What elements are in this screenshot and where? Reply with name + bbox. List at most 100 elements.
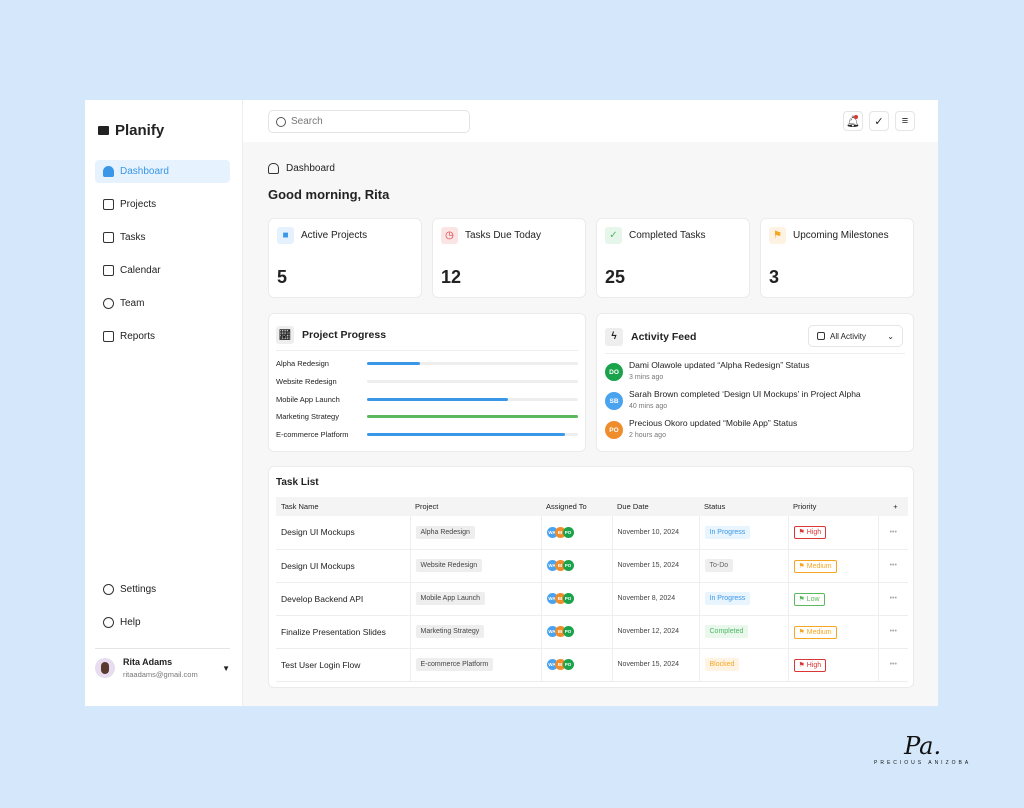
priority-label: Medium (806, 562, 832, 570)
check-button[interactable]: ✓ (869, 111, 889, 131)
book-icon (103, 331, 114, 342)
stat-value: 3 (769, 267, 780, 287)
sidebar-item-tasks[interactable]: Tasks (95, 226, 230, 249)
assignee-avatar: PO (562, 526, 574, 538)
sidebar-item-dashboard[interactable]: Dashboard (95, 160, 230, 183)
priority-label: Medium (806, 628, 832, 636)
chart-line-icon: 📈︎ (276, 326, 294, 344)
table-row[interactable]: Develop Backend API Mobile App Launch WA BI… (276, 582, 908, 616)
folder-icon (103, 199, 114, 210)
stat-icon: ◷ (441, 227, 458, 244)
sidebar-item-reports[interactable]: Reports (95, 325, 230, 348)
column-header[interactable]: Task Name (276, 497, 410, 516)
table-row[interactable]: Finalize Presentation Slides Marketing St… (276, 615, 908, 649)
activity-item: PO Precious Okoro updated “Mobile App” St… (605, 418, 905, 439)
activity-item: SB Sarah Brown completed ‘Design UI Mocku… (605, 389, 905, 410)
help-icon (103, 617, 114, 628)
sidebar-item-label: Calendar (120, 265, 161, 276)
assignee-avatar: WA (546, 560, 558, 571)
notification-button[interactable]: 🔔︎ (843, 111, 863, 131)
signature-mark: Pa. (904, 732, 942, 760)
progress-fill (367, 433, 566, 437)
column-header[interactable]: Due Date (612, 497, 699, 516)
assignees: WA BI PO (541, 549, 613, 583)
sidebar-item-settings[interactable]: Settings (95, 578, 230, 601)
progress-fill (367, 415, 578, 419)
more-options-icon[interactable]: ••• (878, 516, 908, 550)
assignee-avatar: WA (546, 526, 558, 538)
priority-label: High (806, 529, 822, 537)
more-options-icon[interactable]: ••• (878, 648, 908, 682)
signature: Pa. PRECIOUS ANIZOBA (874, 732, 971, 766)
project-tag: Alpha Redesign (415, 525, 475, 539)
assignee-avatar: PO (562, 593, 574, 604)
column-header[interactable]: Priority (788, 497, 878, 516)
task-name: Develop Backend API (276, 582, 411, 616)
search-input[interactable]: Search (268, 110, 470, 133)
breadcrumb: Dashboard (268, 163, 335, 174)
progress-row: Website Redesign (276, 373, 578, 391)
project-name: Mobile App Launch (276, 394, 340, 404)
avatar: PO (605, 421, 623, 439)
project-name: Marketing Strategy (276, 412, 339, 422)
table-row[interactable]: Design UI Mockups Website Redesign WA BI PO N… (276, 549, 908, 583)
hamburger-icon: ≡ (901, 115, 909, 127)
assignee-avatar: WA (546, 593, 558, 604)
sidebar-item-label: Reports (120, 331, 156, 342)
table-row[interactable]: Design UI Mockups Alpha Redesign WA BI PO Nov… (276, 516, 908, 550)
stat-value: 5 (277, 267, 288, 287)
avatar: DO (605, 363, 623, 381)
more-options-icon[interactable]: ••• (878, 615, 908, 649)
project-progress-panel: 📈︎ Project Progress Alpha Redesign Website… (268, 313, 586, 452)
progress-track (367, 380, 578, 384)
sidebar-item-team[interactable]: Team (95, 292, 230, 315)
flag-icon: ⚑ (798, 529, 807, 537)
project-name: Alpha Redesign (276, 359, 329, 369)
status-badge: In Progress (704, 525, 751, 539)
project-name: Website Redesign (276, 377, 337, 387)
more-options-icon[interactable]: ••• (878, 549, 908, 583)
column-header[interactable]: + (878, 497, 908, 516)
sidebar-item-label: Dashboard (120, 166, 169, 177)
logo: Planify (98, 122, 164, 139)
activity-filter-dropdown[interactable]: All Activity ⌄ (808, 325, 903, 347)
brand-name: Planify (115, 122, 165, 139)
task-name: Design UI Mockups (276, 516, 411, 550)
sidebar-item-calendar[interactable]: Calendar (95, 259, 230, 282)
sidebar-item-help[interactable]: Help (95, 611, 230, 634)
sidebar-item-label: Settings (120, 584, 157, 595)
progress-track (367, 433, 578, 437)
sidebar-item-projects[interactable]: Projects (95, 193, 230, 216)
project-tag: Marketing Strategy (415, 625, 485, 638)
more-options-icon[interactable]: ••• (878, 582, 908, 616)
table-row[interactable]: Test User Login Flow E-commerce Platform W… (276, 648, 908, 682)
stat-icon: ■ (277, 227, 294, 244)
caret-down-icon[interactable]: ▼ (222, 663, 230, 673)
activity-feed-panel: ϟ Activity Feed All Activity ⌄ DO Dami Olaw… (596, 313, 914, 452)
activity-time: 3 mins ago (629, 374, 664, 381)
stat-label: Completed Tasks (629, 230, 706, 241)
project-tag: E-commerce Platform (415, 658, 494, 671)
flag-icon: ⚑ (798, 661, 807, 669)
sidebar-item-label: Team (120, 298, 145, 309)
column-header[interactable]: Project (410, 497, 541, 516)
priority-label: Low (806, 595, 820, 603)
stat-label: Active Projects (301, 230, 368, 241)
assignee-avatar: BI (554, 593, 566, 604)
progress-row: Alpha Redesign (276, 355, 578, 373)
stat-card: ⚑ Upcoming Milestones 3 (760, 218, 914, 298)
topbar: Search 🔔︎ ✓ ≡ (243, 100, 938, 142)
user-email: ritaadams@gmail.com (123, 670, 198, 679)
assignee-avatar: PO (562, 560, 574, 571)
team-icon (103, 298, 114, 309)
stat-card: ■ Active Projects 5 (268, 218, 422, 298)
assignee-avatar: WA (546, 626, 558, 637)
lightning-icon: ϟ (605, 327, 623, 346)
menu-button[interactable]: ≡ (895, 111, 915, 131)
search-placeholder: Search (291, 116, 323, 127)
column-header[interactable]: Assigned To (541, 497, 612, 516)
priority-badge: ⚑ Medium (793, 625, 837, 639)
column-header[interactable]: Status (699, 497, 788, 516)
user-profile[interactable]: Rita Adams ritaadams@gmail.com ▼ (95, 648, 230, 679)
app-window: Planify Dashboard Projects Tasks Calenda… (85, 100, 938, 706)
